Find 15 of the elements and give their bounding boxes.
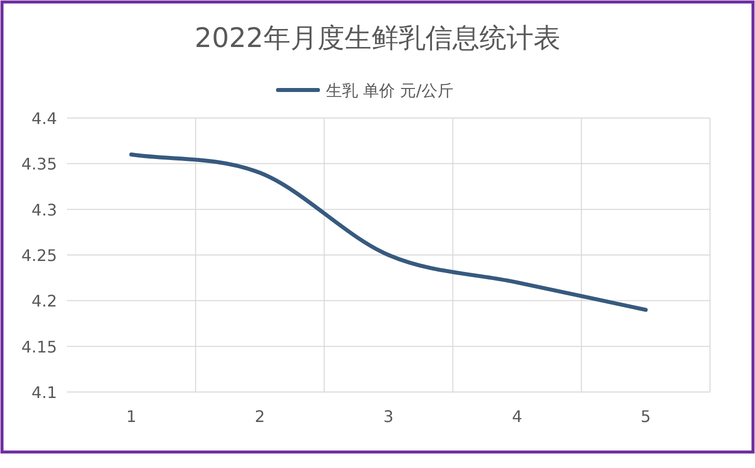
- legend-label: 生乳 单价 元/公斤: [326, 81, 454, 100]
- x-tick-label: 3: [383, 407, 394, 426]
- chart-title: 2022年月度生鲜乳信息统计表: [194, 23, 560, 54]
- x-tick-label: 5: [640, 407, 651, 426]
- x-tick-label: 1: [126, 407, 136, 426]
- y-tick-label: 4.4: [32, 109, 57, 128]
- y-tick-label: 4.25: [21, 246, 57, 265]
- x-tick-label: 2: [254, 407, 265, 426]
- y-tick-label: 4.15: [21, 337, 57, 356]
- x-tick-label: 4: [512, 407, 522, 426]
- line-series: [129, 152, 648, 312]
- y-tick-label: 4.2: [32, 292, 57, 311]
- y-tick-label: 4.3: [32, 200, 57, 220]
- y-tick-label: 4.35: [21, 154, 57, 174]
- y-tick-label: 4.1: [32, 383, 57, 402]
